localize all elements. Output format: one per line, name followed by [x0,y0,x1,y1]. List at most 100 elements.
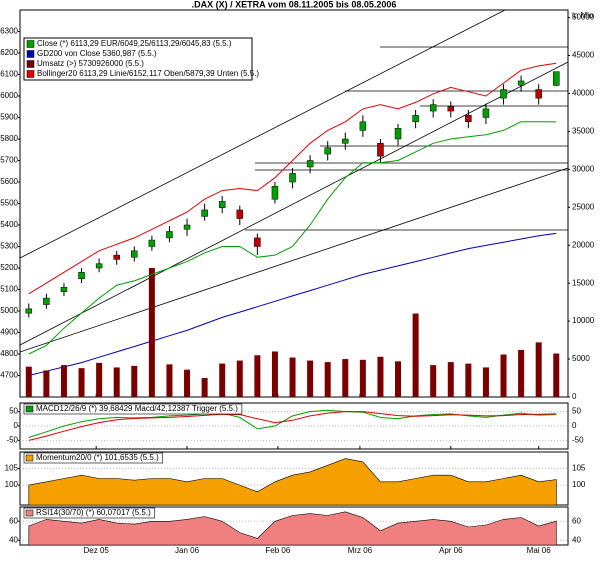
indicator-area [28,458,557,506]
candle-body [447,106,455,112]
y-tick-label: 5900 [0,113,18,122]
panel-legend-box [23,507,156,519]
y-tick-label: 0 [14,421,19,430]
y-tick-label: 4800 [0,349,18,358]
volume-bar [166,364,173,397]
volume-bar [113,367,120,397]
y-tick-label: -50 [6,435,18,444]
y2-tick-label: 20000 [572,240,595,249]
volume-bar [78,368,85,397]
y-tick-label: -50 [572,435,584,444]
volume-bar [148,268,155,397]
y-tick-label: 6000 [0,91,18,100]
volume-bar [307,360,314,397]
y2-tick-label: 35000 [572,127,595,136]
y-tick-label: 50 [572,407,581,416]
legend-label: GD200 von Close 5360,987 (5.5.) [37,49,157,58]
x-tick-label: Apr 06 [439,546,463,555]
candle-body [254,237,261,247]
y-tick-label: 5100 [0,285,18,294]
y2-tick-label: 50000 [572,13,595,22]
volume-bar [60,365,67,397]
y-tick-label: 40 [572,535,581,544]
y2-tick-label: 10000 [572,316,595,325]
panel-legend-icon [25,454,34,462]
volume-bar [535,342,542,397]
candle-body [306,160,314,168]
y-tick-label: 5500 [0,199,18,208]
trend-line [19,167,569,353]
volume-bar [359,359,366,397]
volume-bar [500,354,507,397]
candle-body [553,71,560,86]
panel-legend: RSI14(30/70) (*) 60,07017 (5.5.) [36,508,151,517]
candle-body [429,104,437,112]
candle-body [113,254,120,260]
y2-tick-label: 25000 [572,202,595,211]
y-tick-label: 60 [572,516,581,525]
volume-bar [482,367,489,397]
y-tick-label: 5400 [0,220,18,229]
volume-bar [96,362,103,397]
panel-legend: MACD12/26/9 (*) 39,68429 Macd/42,12387 T… [36,404,238,413]
volume-bar [25,366,32,397]
candle-body [359,121,367,131]
y-tick-label: 60 [9,516,18,525]
volume-bar [184,369,191,397]
x-tick-label: Dez 05 [84,546,110,555]
candle-body [377,143,384,157]
candle-body [482,108,490,118]
volume-bar [289,357,296,397]
y2-tick-label: 45000 [572,51,595,60]
panel-legend: Momentum20/0 (*) 101,6535 (5.5.) [36,453,159,462]
volume-bar [342,359,349,397]
y-tick-label: 6200 [0,48,18,57]
volume-bar [131,365,138,397]
volume-bar [43,370,50,397]
candle-body [201,209,208,217]
y-tick-label: 5300 [0,242,18,251]
candle-body [25,308,33,314]
candle-body [324,147,331,155]
panel-legend-icon [25,405,34,413]
indicator-line [28,411,557,441]
volume-bar [201,378,208,397]
panel-legend-box [23,403,243,415]
trend-line [19,61,569,346]
legend-icon [26,50,35,58]
volume-bar [377,356,384,397]
average-line [28,232,557,376]
y-tick-label: 5600 [0,177,18,186]
volume-bar [236,360,243,397]
y-tick-label: 100 [5,480,19,489]
volume-bar [412,313,419,397]
volume-bar [518,349,525,397]
y-tick-label: 50 [9,407,18,416]
candle-body [131,250,138,258]
candle-body [535,89,542,99]
volume-bar [465,363,472,397]
bollinger-lower [28,121,557,355]
y2-axis-label: in Mio [572,11,594,20]
legend-label: Close (*) 6113,29 EUR/6049,25/6113,29/60… [37,39,232,48]
candle-body [148,239,156,247]
candle-body [271,186,279,200]
y-tick-label: 100 [572,480,586,489]
y-tick-label: 4900 [0,328,18,337]
y2-tick-label: 30000 [572,164,595,173]
y-tick-label: 4700 [0,371,18,380]
y-tick-label: 6100 [0,70,18,79]
candle-body [218,201,226,209]
volume-bar [395,361,402,397]
legend: Close (*) 6113,29 EUR/6049,25/6113,29/60… [23,37,259,81]
y-tick-label: 6300 [0,27,18,36]
candle-body [394,128,402,140]
volume-bar [219,363,226,397]
panel-legend-box [23,452,164,464]
candle-body [78,272,85,279]
candle-body [500,89,507,99]
y2-tick-label: 5000 [572,354,590,363]
y-tick-label: 40 [9,535,18,544]
candle-body [236,209,244,219]
